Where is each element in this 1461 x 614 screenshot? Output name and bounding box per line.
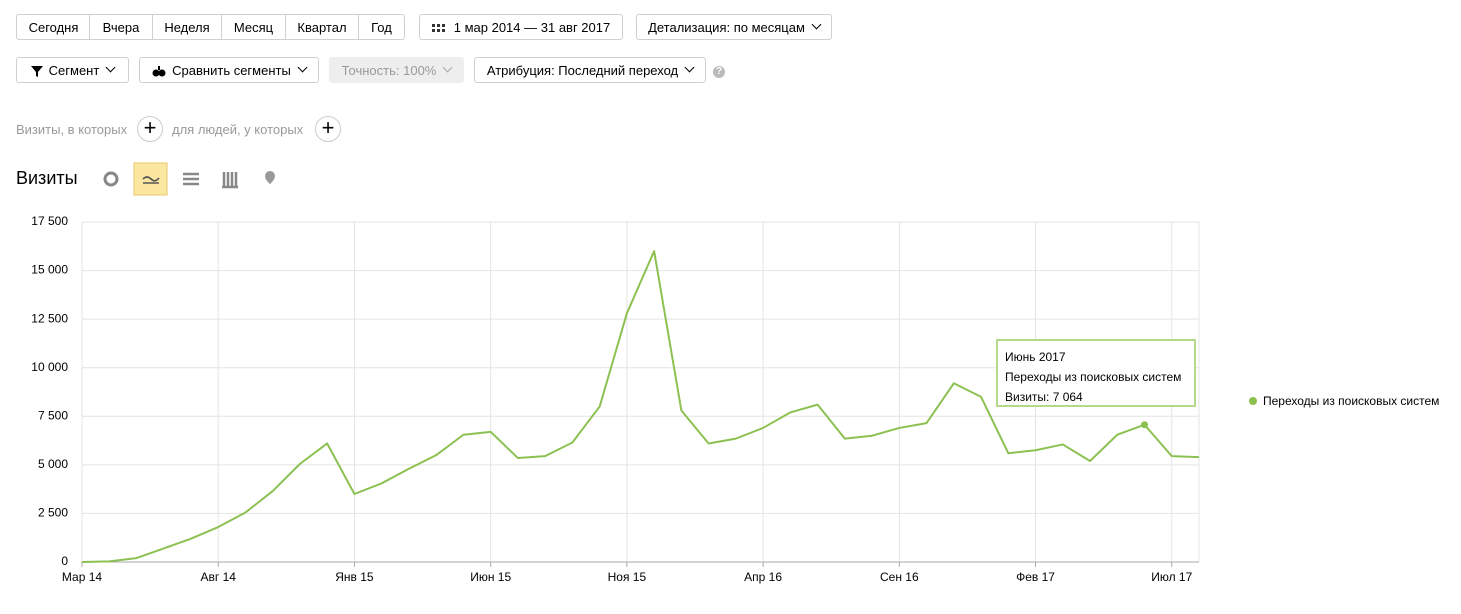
- period-button[interactable]: Неделя: [152, 14, 222, 40]
- detail-button[interactable]: Детализация: по месяцам: [636, 14, 832, 40]
- x-tick-label: Апр 16: [744, 570, 782, 584]
- x-tick-label: Ноя 15: [608, 570, 647, 584]
- highlight-point: [1141, 421, 1149, 429]
- map-icon[interactable]: [265, 171, 275, 184]
- y-tick-label: 17 500: [31, 214, 68, 228]
- add-visit-condition[interactable]: +: [137, 116, 163, 142]
- y-tick-label: 10 000: [31, 360, 68, 374]
- legend-marker: [1249, 397, 1257, 405]
- help-icon[interactable]: ?: [713, 66, 725, 78]
- tooltip-series: Переходы из поисковых систем: [1005, 370, 1182, 384]
- tooltip-value: Визиты: 7 064: [1005, 390, 1083, 404]
- y-tick-label: 7 500: [38, 408, 68, 422]
- period-button[interactable]: Сегодня: [16, 14, 91, 40]
- segment: Сегмент: [48, 63, 100, 78]
- compare-button[interactable]: Сравнить сегменты: [139, 57, 319, 83]
- x-tick-label: Мар 14: [62, 570, 102, 584]
- attribution: Атрибуция: Последний переход: [486, 63, 679, 78]
- tooltip: Июнь 2017 Переходы из поисковых систем В…: [996, 339, 1196, 407]
- period-button[interactable]: Месяц: [221, 14, 286, 40]
- visits-condition: Визиты, в которых: [16, 122, 128, 137]
- bar-icon[interactable]: [222, 172, 238, 189]
- period-button[interactable]: Квартал: [285, 14, 359, 40]
- accuracy-button: Точность: 100%: [329, 57, 464, 83]
- x-tick-label: Янв 15: [335, 570, 374, 584]
- segment-button[interactable]: Сегмент: [16, 57, 129, 83]
- series-line: [81, 250, 1200, 563]
- area-icon[interactable]: [183, 172, 199, 186]
- add-people-condition[interactable]: +: [315, 116, 341, 142]
- period-button[interactable]: Вчера: [89, 14, 153, 40]
- date-range: 1 мар 2014 — 31 авг 2017: [453, 20, 611, 35]
- report-title: Визиты: [16, 168, 78, 188]
- people-condition: для людей, у которых: [172, 122, 304, 137]
- x-tick-label: Июн 15: [470, 570, 511, 584]
- y-tick-label: 0: [61, 554, 68, 568]
- compare-icon: [152, 66, 166, 77]
- x-tick-label: Авг 14: [201, 570, 237, 584]
- x-tick-label: Сен 16: [880, 570, 919, 584]
- x-tick-label: Июл 17: [1151, 570, 1192, 584]
- y-tick-label: 2 500: [38, 506, 68, 520]
- pie-icon[interactable]: [103, 171, 119, 187]
- tooltip-title: Июнь 2017: [1005, 350, 1066, 364]
- legend-label: Переходы из поисковых систем: [1263, 394, 1439, 408]
- period-button[interactable]: Год: [358, 14, 405, 40]
- compare: Сравнить сегменты: [172, 63, 291, 78]
- accuracy: Точность: 100%: [341, 63, 437, 78]
- y-tick-label: 15 000: [31, 263, 68, 277]
- filter-icon: [30, 66, 43, 78]
- line-icon: [142, 176, 160, 184]
- y-tick-label: 12 500: [31, 311, 68, 325]
- x-tick-label: Фев 17: [1016, 570, 1055, 584]
- detail: Детализация: по месяцам: [648, 20, 805, 35]
- attribution-button[interactable]: Атрибуция: Последний переход: [474, 57, 706, 83]
- date-range-button[interactable]: 1 мар 2014 — 31 авг 2017: [419, 14, 623, 40]
- y-tick-label: 5 000: [38, 457, 68, 471]
- chart-type-switch: [103, 162, 275, 196]
- calendar-icon: [431, 23, 445, 32]
